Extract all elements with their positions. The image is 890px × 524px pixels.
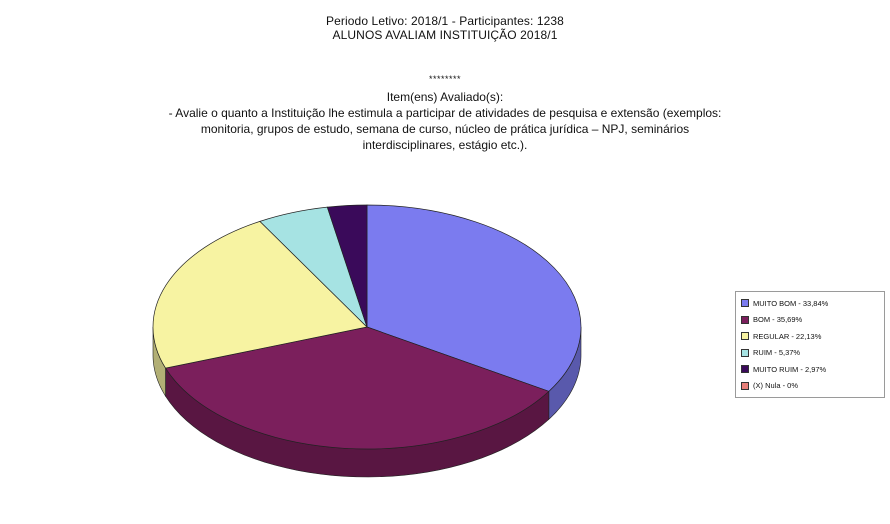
report-header: Periodo Letivo: 2018/1 - Participantes: …	[0, 14, 890, 42]
legend-label-0: MUITO BOM - 33,84%	[753, 298, 829, 308]
legend-item-2: REGULAR - 22,13%	[741, 328, 884, 345]
legend-item-3: RUIM - 5,37%	[741, 345, 884, 362]
question-line-2: monitoria, grupos de estudo, semana de c…	[200, 122, 690, 136]
legend-swatch-5	[741, 381, 749, 390]
pie-slice-4	[326, 204, 368, 328]
pie-slice-2	[152, 220, 368, 369]
legend-swatch-2	[741, 332, 749, 341]
legend-item-1: BOM - 35,69%	[741, 312, 884, 329]
legend-swatch-1	[741, 315, 749, 324]
pie-slice-0	[366, 204, 582, 392]
items-evaluated-title: Item(ens) Avaliado(s):	[386, 90, 504, 104]
legend-item-0: MUITO BOM - 33,84%	[741, 295, 884, 312]
pie-top-faces	[152, 204, 582, 450]
question-text: - Avalie o quanto a Instituição lhe esti…	[0, 105, 890, 153]
survey-title: ALUNOS AVALIAM INSTITUIÇÃO 2018/1	[332, 28, 558, 42]
question-line-3: interdisciplinares, estágio etc.).	[362, 138, 528, 152]
chart-legend: MUITO BOM - 33,84% BOM - 35,69% REGULAR - …	[735, 291, 885, 398]
legend-swatch-0	[741, 299, 749, 308]
legend-label-5: (X) Nula - 0%	[753, 381, 799, 391]
legend-swatch-4	[741, 365, 749, 374]
pie-slice-1	[164, 326, 550, 450]
legend-label-1: BOM - 35,69%	[753, 315, 803, 325]
legend-swatch-3	[741, 348, 749, 357]
legend-label-4: MUITO RUIM - 2,97%	[753, 364, 827, 374]
legend-item-4: MUITO RUIM - 2,97%	[741, 361, 884, 378]
question-line-1: - Avalie o quanto a Instituição lhe esti…	[168, 106, 722, 120]
legend-label-2: REGULAR - 22,13%	[753, 331, 822, 341]
separator: ********	[428, 74, 462, 84]
legend-label-3: RUIM - 5,37%	[753, 348, 801, 358]
legend-item-5: (X) Nula - 0%	[741, 378, 884, 395]
period-participants-line: Periodo Letivo: 2018/1 - Participantes: …	[326, 14, 564, 28]
